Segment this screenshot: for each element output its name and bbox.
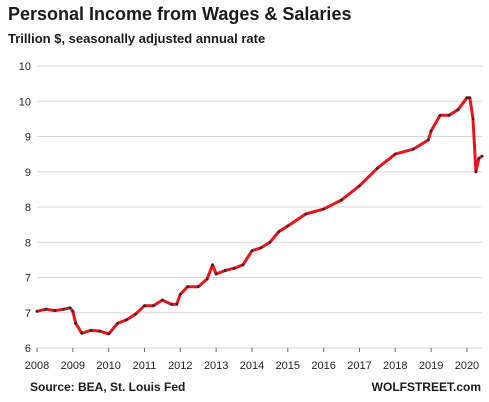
y-tick-label: 10 xyxy=(19,61,31,73)
data-point xyxy=(68,306,72,310)
data-point xyxy=(232,266,236,270)
data-point xyxy=(250,249,254,253)
x-axis-ticks: 2008 2009 2010 2011 2012 2013 2014 2015 2016 2017… xyxy=(25,360,479,372)
data-point xyxy=(471,117,475,121)
data-point xyxy=(426,138,430,142)
data-point xyxy=(186,285,189,289)
data-point xyxy=(214,272,218,276)
y-tick-label: 8 xyxy=(25,202,31,214)
data-point xyxy=(80,331,84,335)
x-tick-label: 2014 xyxy=(240,360,264,372)
data-point xyxy=(98,329,102,333)
source-note: Source: BEA, St. Louis Fed xyxy=(30,380,186,394)
chart-subtitle: Trillion $, seasonally adjusted annual r… xyxy=(8,31,266,46)
x-tick-label: 2008 xyxy=(25,360,49,372)
data-point xyxy=(411,147,415,151)
data-point xyxy=(116,321,120,325)
data-point xyxy=(268,240,272,244)
data-point xyxy=(259,246,263,250)
data-point xyxy=(277,230,281,234)
data-point xyxy=(480,154,484,158)
data-point xyxy=(71,309,75,313)
chart-title: Personal Income from Wages & Salaries xyxy=(8,4,352,24)
data-point xyxy=(477,156,481,160)
data-point xyxy=(125,318,128,322)
y-tick-label: 9 xyxy=(25,132,31,144)
data-point xyxy=(134,312,137,316)
y-tick-label: 8 xyxy=(25,237,31,249)
brand-watermark: WOLFSTREET.com xyxy=(371,380,481,394)
x-tick-label: 2009 xyxy=(61,360,85,372)
y-tick-label: 10 xyxy=(19,96,31,108)
data-point xyxy=(438,113,442,117)
data-point xyxy=(465,96,469,100)
data-point xyxy=(89,328,93,332)
data-point xyxy=(53,309,57,313)
data-point xyxy=(241,263,245,267)
x-tick-label: 2019 xyxy=(419,360,443,372)
x-tick-label: 2010 xyxy=(96,360,120,372)
data-point xyxy=(196,285,200,289)
gridlines xyxy=(36,65,482,352)
series-line xyxy=(35,96,484,336)
x-tick-label: 2013 xyxy=(204,360,228,372)
data-point xyxy=(429,129,433,133)
data-point xyxy=(393,152,397,156)
x-tick-label: 2018 xyxy=(383,360,407,372)
data-point xyxy=(358,184,361,188)
data-point xyxy=(62,307,66,311)
data-point xyxy=(375,166,379,170)
data-point xyxy=(340,198,343,202)
data-point xyxy=(35,309,39,313)
data-point xyxy=(74,321,78,325)
y-axis-ticks: 6 7 7 8 8 9 9 10 10 xyxy=(19,61,31,355)
data-point xyxy=(322,207,326,211)
x-tick-label: 2017 xyxy=(347,360,371,372)
data-point xyxy=(143,304,146,308)
data-point xyxy=(44,307,48,311)
data-point xyxy=(107,332,111,336)
data-point xyxy=(205,277,209,281)
y-tick-label: 9 xyxy=(25,167,31,179)
data-point xyxy=(468,96,472,100)
data-point xyxy=(175,302,179,306)
y-tick-label: 7 xyxy=(25,308,31,320)
x-tick-label: 2020 xyxy=(455,360,479,372)
data-point xyxy=(178,293,182,296)
y-tick-label: 7 xyxy=(25,273,31,285)
x-tick-label: 2012 xyxy=(168,360,192,372)
data-point xyxy=(161,298,164,302)
x-tick-label: 2011 xyxy=(133,360,157,372)
data-point xyxy=(223,269,227,272)
data-point xyxy=(304,212,308,216)
data-point xyxy=(169,302,173,306)
y-tick-label: 6 xyxy=(25,343,31,355)
x-tick-label: 2016 xyxy=(311,360,335,372)
data-point xyxy=(211,263,214,267)
series-layer xyxy=(35,96,484,336)
data-point xyxy=(456,108,460,112)
data-point xyxy=(286,224,290,228)
data-point xyxy=(474,170,478,174)
data-point xyxy=(152,304,155,308)
data-point xyxy=(447,113,451,117)
x-tick-label: 2015 xyxy=(276,360,300,372)
